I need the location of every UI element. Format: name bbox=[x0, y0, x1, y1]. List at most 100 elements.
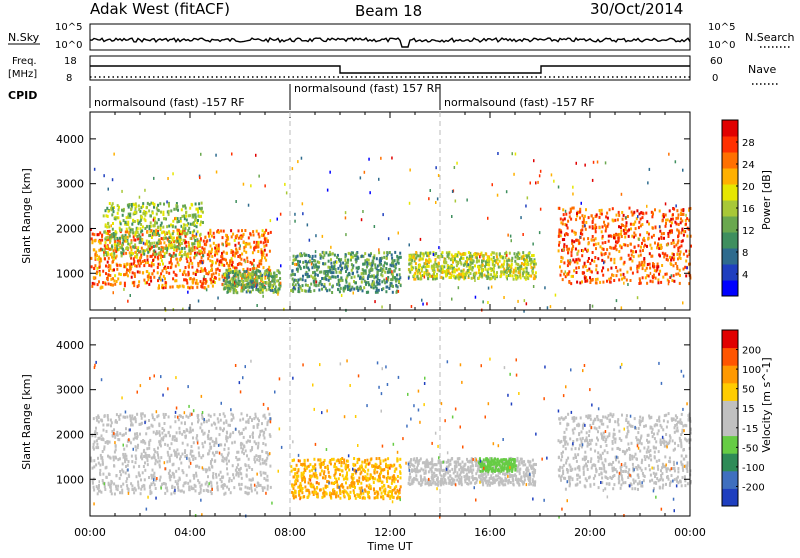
echo-cell bbox=[154, 253, 156, 256]
echo-cell bbox=[388, 237, 390, 240]
echo-cell bbox=[645, 212, 647, 215]
echo-cell bbox=[202, 211, 204, 214]
echo-cell bbox=[116, 413, 118, 416]
echo-cell bbox=[222, 275, 224, 278]
echo-cell bbox=[297, 267, 299, 270]
echo-cell bbox=[582, 225, 584, 228]
echo-cell bbox=[111, 233, 113, 236]
echo-cell bbox=[293, 494, 295, 497]
echo-cell bbox=[252, 251, 254, 254]
echo-cell bbox=[260, 474, 262, 477]
echo-cell bbox=[395, 284, 397, 287]
echo-cell bbox=[587, 260, 589, 263]
echo-cell bbox=[265, 259, 267, 262]
echo-cell bbox=[146, 211, 148, 214]
echo-cell bbox=[314, 463, 316, 466]
echo-cell bbox=[125, 240, 127, 243]
echo-cell bbox=[365, 465, 367, 468]
echo-cell bbox=[121, 489, 123, 492]
echo-cell bbox=[485, 253, 487, 256]
echo-cell bbox=[264, 286, 266, 289]
echo-cell bbox=[411, 305, 413, 308]
echo-cell bbox=[219, 413, 221, 416]
echo-cell bbox=[113, 268, 115, 271]
echo-cell bbox=[196, 437, 198, 440]
echo-cell bbox=[161, 231, 163, 234]
echo-cell bbox=[244, 229, 246, 232]
echo-cell bbox=[212, 280, 214, 283]
echo-cell bbox=[491, 286, 493, 289]
echo-cell bbox=[224, 457, 226, 460]
echo-cell bbox=[343, 459, 345, 462]
echo-cell bbox=[131, 223, 133, 226]
echo-cell bbox=[111, 213, 113, 216]
echo-cell bbox=[381, 280, 383, 283]
echo-cell bbox=[157, 226, 159, 229]
echo-cell bbox=[191, 445, 193, 448]
echo-cell bbox=[144, 243, 146, 246]
echo-cell bbox=[114, 237, 116, 240]
echo-cell bbox=[232, 270, 234, 273]
echo-cell bbox=[597, 242, 599, 245]
echo-cell bbox=[663, 237, 665, 240]
echo-cell bbox=[139, 474, 141, 477]
echo-cell bbox=[226, 239, 228, 242]
echo-cell bbox=[300, 463, 302, 466]
echo-cell bbox=[599, 281, 601, 284]
echo-cell bbox=[577, 252, 579, 255]
echo-cell bbox=[280, 264, 282, 267]
echo-cell bbox=[171, 243, 173, 246]
echo-cell bbox=[606, 212, 608, 215]
echo-cell bbox=[607, 217, 609, 220]
echo-cell bbox=[530, 182, 532, 185]
echo-cell bbox=[593, 260, 595, 263]
echo-cell bbox=[190, 430, 192, 433]
echo-cell bbox=[526, 267, 528, 270]
echo-cell bbox=[225, 419, 227, 422]
echo-cell bbox=[243, 249, 245, 252]
echo-cell bbox=[117, 485, 119, 488]
echo-cell bbox=[196, 475, 198, 478]
echo-cell bbox=[462, 272, 464, 275]
echo-cell bbox=[251, 490, 253, 493]
echo-cell bbox=[163, 237, 165, 240]
echo-cell bbox=[421, 299, 423, 302]
echo-cell bbox=[122, 236, 124, 239]
echo-cell bbox=[128, 474, 130, 477]
echo-cell bbox=[217, 417, 219, 420]
echo-cell bbox=[191, 262, 193, 265]
echo-cell bbox=[184, 227, 186, 230]
echo-cell bbox=[161, 437, 163, 440]
echo-cell bbox=[163, 436, 165, 439]
echo-cell bbox=[107, 278, 109, 281]
echo-cell bbox=[313, 289, 315, 292]
echo-cell bbox=[105, 236, 107, 239]
echo-cell bbox=[640, 254, 642, 257]
echo-cell bbox=[559, 207, 561, 210]
echo-cell bbox=[594, 224, 596, 227]
echo-cell bbox=[218, 278, 220, 281]
echo-cell bbox=[620, 226, 622, 229]
echo-cell bbox=[227, 454, 229, 457]
echo-cell bbox=[286, 191, 288, 194]
echo-cell bbox=[220, 230, 222, 233]
echo-cell bbox=[187, 232, 189, 235]
echo-cell bbox=[174, 492, 176, 495]
echo-cell bbox=[239, 469, 241, 472]
echo-cell bbox=[639, 250, 641, 253]
echo-cell bbox=[202, 282, 204, 285]
echo-cell bbox=[560, 274, 562, 277]
echo-cell bbox=[241, 451, 243, 454]
echo-cell bbox=[130, 441, 132, 444]
echo-cell bbox=[93, 448, 95, 451]
echo-cell bbox=[165, 244, 167, 247]
echo-cell bbox=[185, 266, 187, 269]
echo-cell bbox=[567, 220, 569, 223]
echo-cell bbox=[659, 270, 661, 273]
echo-cell bbox=[602, 242, 604, 245]
echo-cell bbox=[360, 287, 362, 290]
echo-cell bbox=[409, 202, 411, 205]
echo-cell bbox=[225, 282, 227, 285]
echo-cell bbox=[142, 471, 144, 474]
echo-cell bbox=[468, 275, 470, 278]
